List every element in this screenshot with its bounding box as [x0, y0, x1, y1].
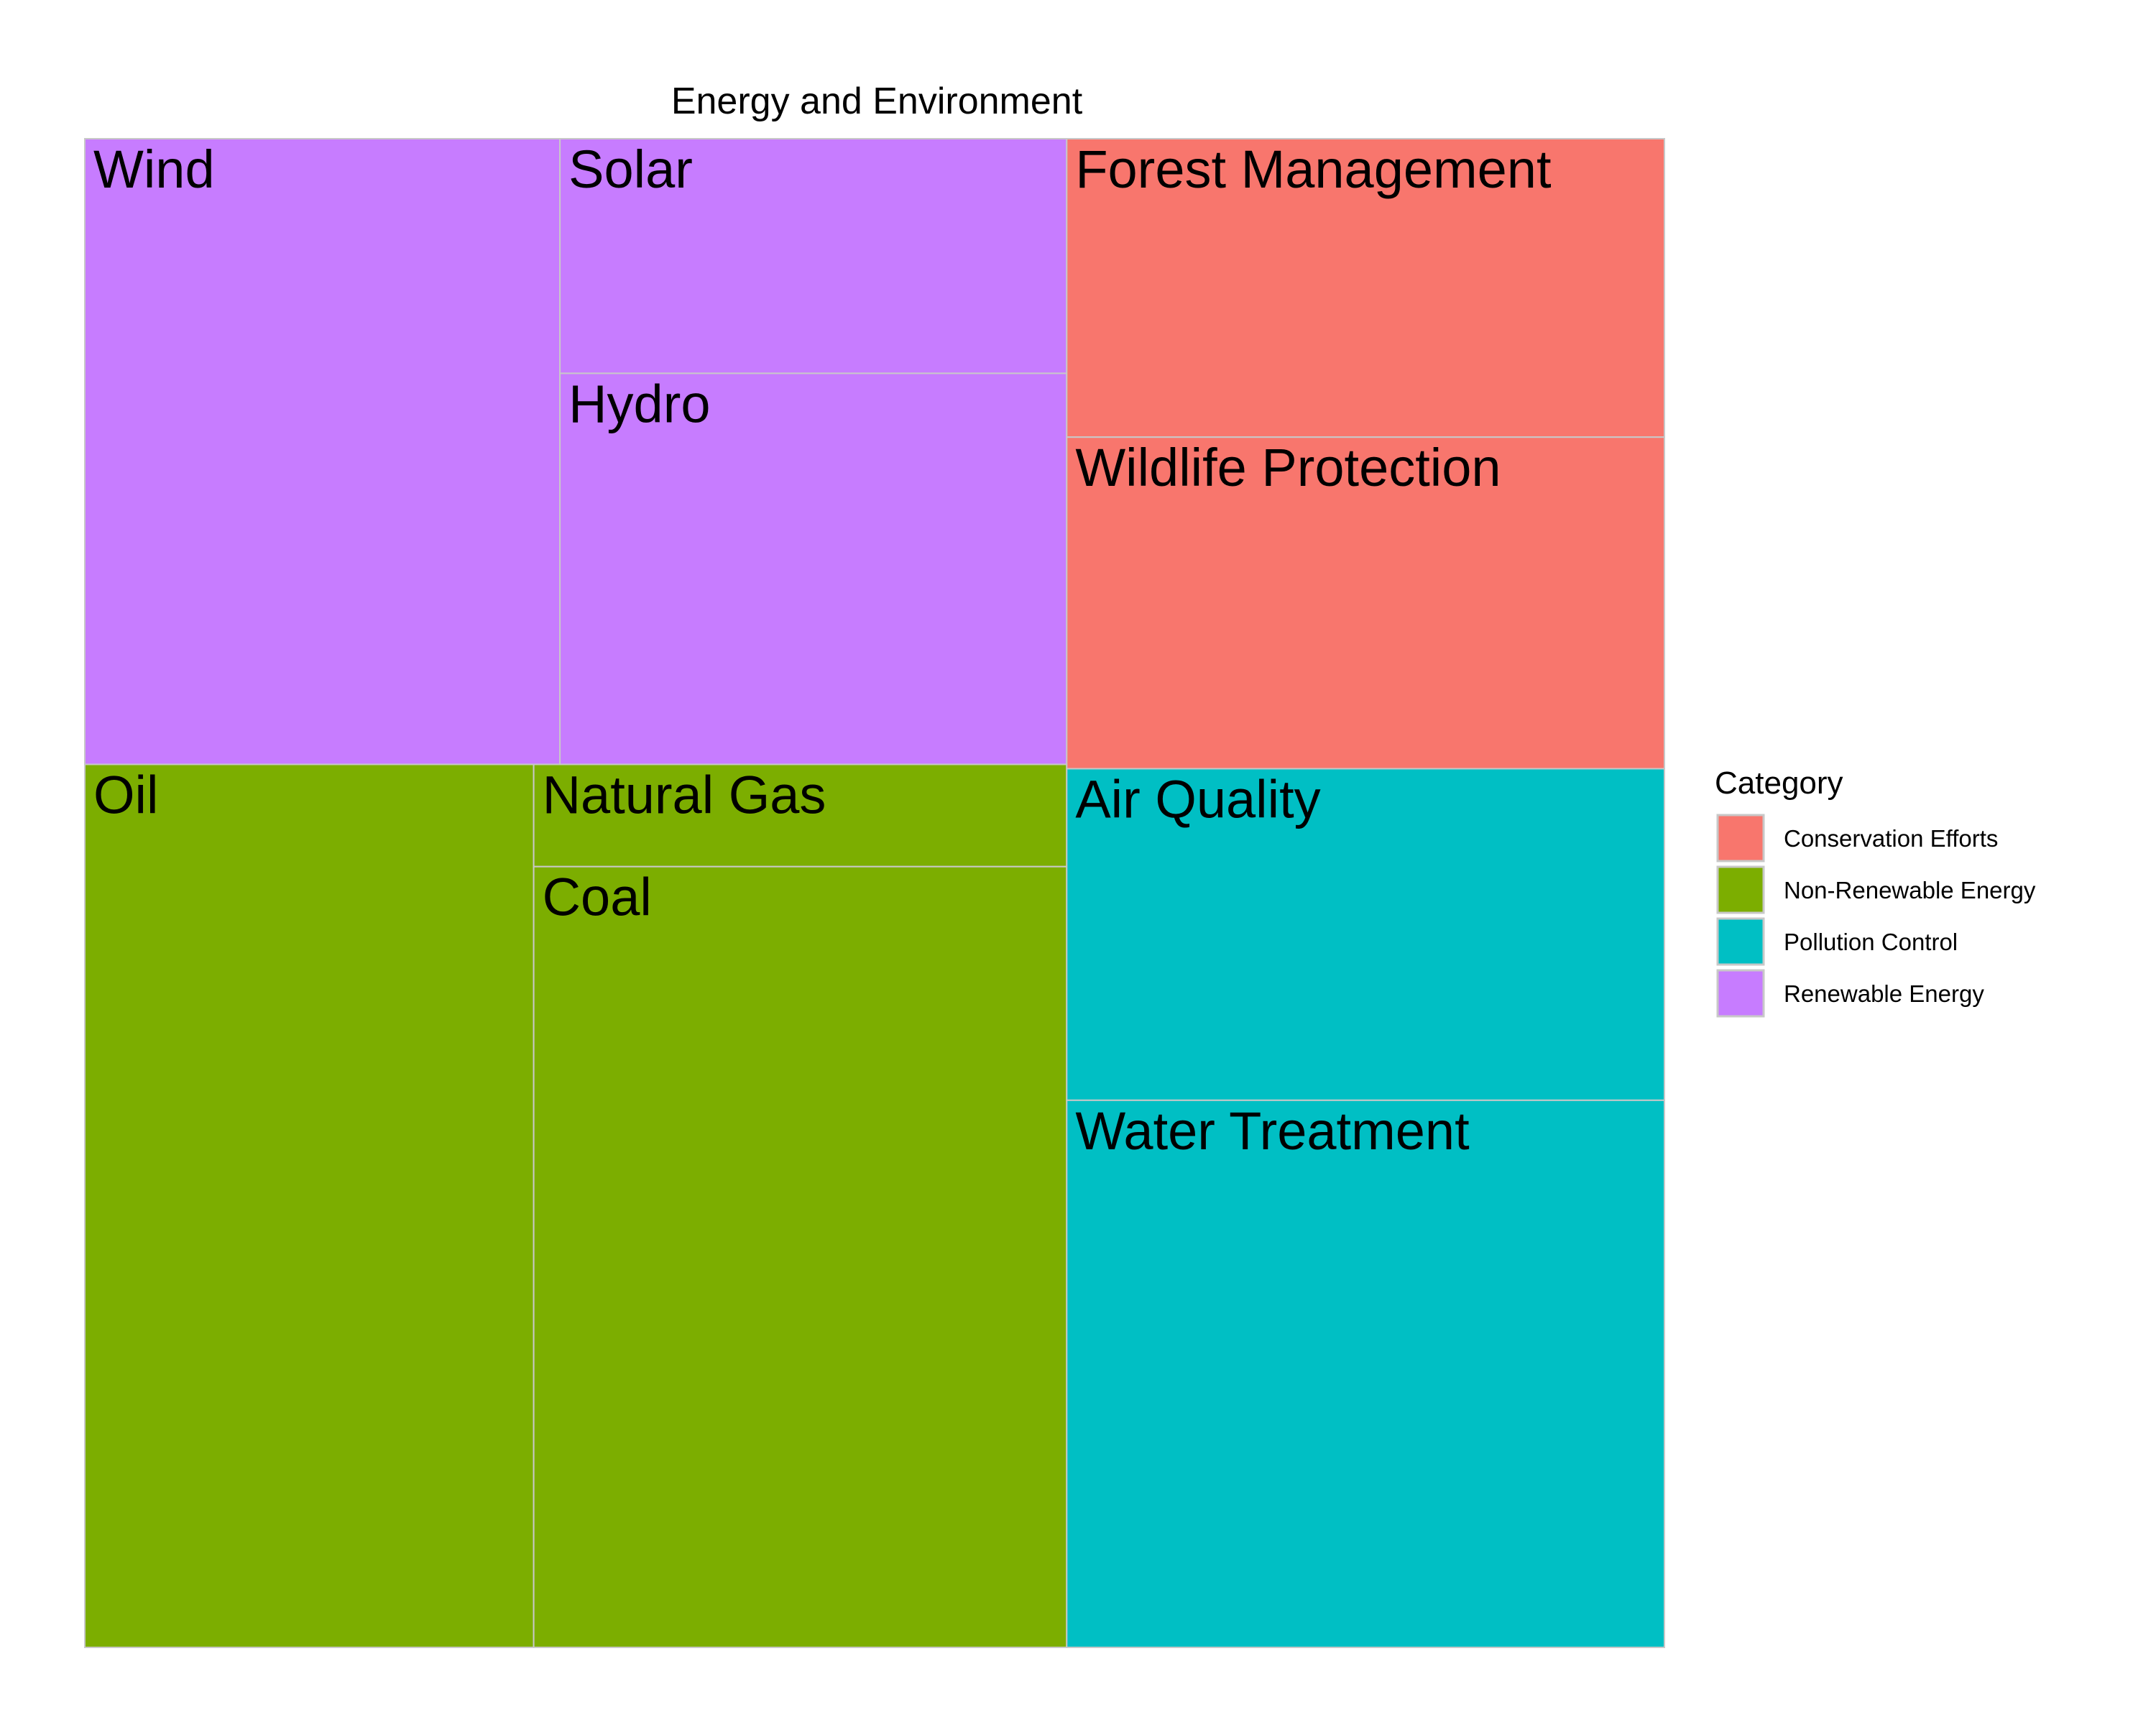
tile-forest-management	[1066, 138, 1665, 438]
tile-label-hydro: Hydro	[568, 374, 710, 433]
tile-water-treatment	[1066, 1099, 1665, 1649]
tile-label-forest-management: Forest Management	[1075, 139, 1552, 199]
legend-swatch-non-renewable-energy	[1716, 865, 1765, 914]
tile-solar	[559, 138, 1068, 374]
legend-title: Category	[1715, 765, 1843, 801]
tile-wind	[84, 138, 561, 765]
chart-title: Energy and Environment	[671, 80, 1083, 122]
tile-label-water-treatment: Water Treatment	[1075, 1101, 1470, 1161]
legend-swatch-renewable-energy	[1716, 969, 1765, 1018]
tile-hydro	[559, 372, 1068, 765]
tile-natural-gas	[533, 763, 1068, 868]
tile-label-oil: Oil	[93, 765, 158, 824]
legend-label-renewable-energy: Renewable Energy	[1784, 980, 1984, 1007]
tile-oil	[84, 763, 535, 1648]
tile-label-natural-gas: Natural Gas	[543, 765, 826, 824]
treemap-tiles: Wind Solar Hydro Oil Natural Gas Coal Forest M…	[84, 138, 1665, 1649]
legend-label-pollution-control: Pollution Control	[1784, 929, 1958, 955]
tile-air-quality	[1066, 768, 1665, 1101]
tile-label-wind: Wind	[93, 139, 215, 199]
legend-items: Conservation Efforts Non-Renewable Energy…	[1716, 814, 2036, 1018]
tile-coal	[533, 865, 1068, 1648]
legend: Category Conservation Efforts Non-Renewab…	[1715, 765, 2036, 1018]
legend-label-conservation-efforts: Conservation Efforts	[1784, 825, 1998, 852]
tile-wildlife-protection	[1066, 436, 1665, 770]
tile-label-coal: Coal	[543, 868, 652, 927]
legend-label-non-renewable-energy: Non-Renewable Energy	[1784, 877, 2036, 903]
tile-label-solar: Solar	[568, 139, 693, 199]
tile-label-wildlife-protection: Wildlife Protection	[1075, 438, 1501, 497]
legend-swatch-conservation-efforts	[1716, 814, 1765, 862]
legend-swatch-pollution-control	[1716, 917, 1765, 966]
tile-label-air-quality: Air Quality	[1075, 770, 1320, 829]
